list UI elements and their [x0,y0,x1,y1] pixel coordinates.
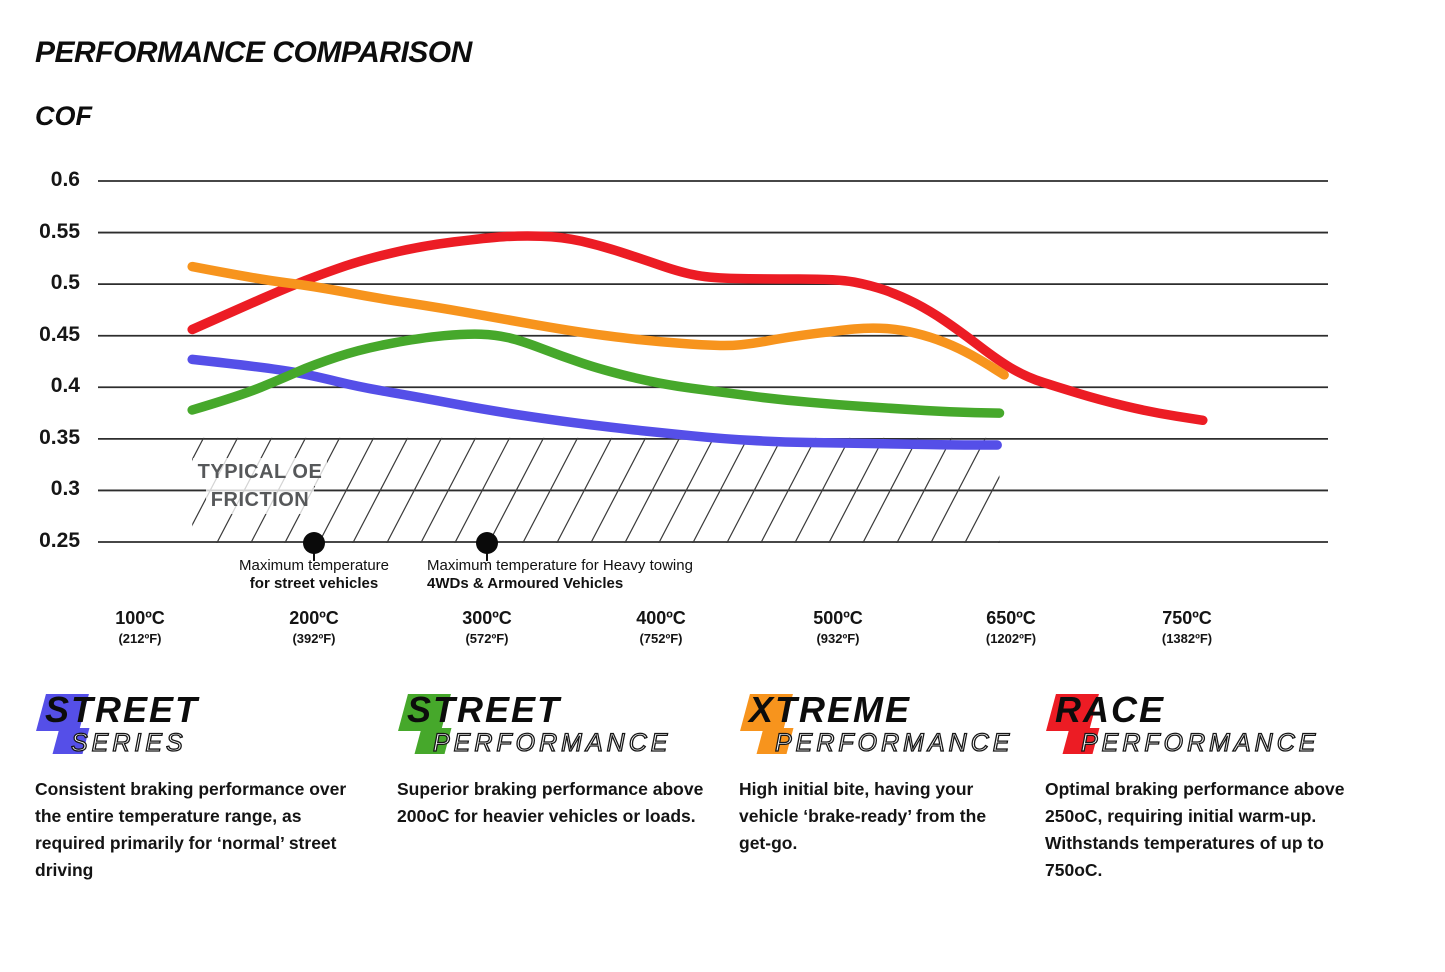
oe-friction-label-line1: TYPICAL OE [192,458,328,486]
x-tick-label: 500ºC (932ºF) [768,608,908,646]
x-tick-label: 300ºC (572ºF) [417,608,557,646]
y-axis-title: COF [35,101,92,131]
annotation-text: Maximum temperature for Heavy towing [427,557,693,574]
y-tick-label: 0.4 [50,374,80,398]
marker-dot [303,532,325,554]
y-tick-label: 0.5 [50,271,80,295]
series-line-street-series [187,354,1002,450]
legend-series-subname: PERFORMANCE [774,729,1014,757]
x-tick-fahrenheit: (392ºF) [292,631,336,646]
legend-series-name: XTREME [749,689,912,730]
y-tick-label: 0.35 [39,425,80,449]
legend-item-street-performance: STREET PERFORMANCE Superior braking perf… [397,689,715,830]
y-tick-label: 0.25 [39,529,80,552]
x-tick-celsius: 200ºC [289,608,339,628]
series-line-race-performance [187,231,1208,426]
series-line-street-performance [187,329,1005,418]
legend-item-xtreme-performance: XTREME PERFORMANCE High initial bite, ha… [739,689,1014,857]
x-tick-fahrenheit: (212ºF) [118,631,162,646]
x-tick-fahrenheit: (1202ºF) [985,631,1037,646]
y-tick-label: 0.3 [50,477,80,501]
marker-dot [476,532,498,554]
x-tick-label: 650ºC (1202ºF) [941,608,1081,646]
oe-friction-label: TYPICAL OE FRICTION [170,458,350,514]
x-tick-label: 400ºC (752ºF) [591,608,731,646]
logo-xtreme-performance: XTREME PERFORMANCE [739,689,1014,765]
page-title: PERFORMANCE COMPARISON [35,36,472,69]
annotation-text-bold: 4WDs & Armoured Vehicles [427,575,624,592]
logo-race-performance: RACE PERFORMANCE [1045,689,1375,765]
x-tick-label: 200ºC (392ºF) [244,608,384,646]
annotation-text-bold: for street vehicles [249,575,379,592]
legend-series-name: STREET [407,689,562,730]
annotation-text: Maximum temperature [238,557,390,574]
legend-series-name: STREET [45,689,200,730]
y-tick-label: 0.45 [39,322,80,346]
legend-item-race-performance: RACE PERFORMANCE Optimal braking perform… [1045,689,1375,884]
x-tick-celsius: 650ºC [986,608,1036,628]
legend-description: Consistent braking performance over the … [35,779,347,880]
x-tick-fahrenheit: (932ºF) [816,631,860,646]
x-tick-celsius: 400ºC [636,608,686,628]
legend-series-subname: SERIES [70,729,187,757]
x-tick-fahrenheit: (572ºF) [465,631,509,646]
series-line-xtreme-performance [187,261,1009,380]
legend-description: Optimal braking performance above 250oC,… [1045,779,1345,880]
x-tick-label: 100ºC (212ºF) [70,608,210,646]
performance-chart [98,180,1328,561]
legend-item-street-series: STREET SERIES Consistent braking perform… [35,689,365,884]
x-tick-fahrenheit: (752ºF) [639,631,683,646]
marker-annotation-towing: Maximum temperature for Heavy towing 4WD… [427,557,693,593]
x-tick-celsius: 300ºC [462,608,512,628]
x-tick-celsius: 100ºC [115,608,165,628]
marker-annotation-street: Maximum temperature for street vehicles [239,557,389,593]
legend-description: High initial bite, having your vehicle ‘… [739,779,987,853]
logo-street-series: STREET SERIES [35,689,365,765]
legend-series-subname: PERFORMANCE [432,729,672,757]
x-tick-celsius: 750ºC [1162,608,1212,628]
logo-street-performance: STREET PERFORMANCE [397,689,715,765]
chart-area: 0.6 0.55 0.5 0.45 0.4 0.35 0.3 0.25 100ºC (212ºF… [39,168,1328,646]
oe-friction-label-line2: FRICTION [205,486,315,514]
x-tick-celsius: 500ºC [813,608,863,628]
y-tick-label: 0.55 [39,219,80,243]
x-tick-label: 750ºC (1382ºF) [1117,608,1257,646]
legend-description: Superior braking performance above 200oC… [397,779,704,826]
y-tick-label: 0.6 [50,168,80,191]
legend-series-subname: PERFORMANCE [1080,729,1320,757]
x-tick-fahrenheit: (1382ºF) [1161,631,1213,646]
legend-series-name: RACE [1055,689,1166,730]
